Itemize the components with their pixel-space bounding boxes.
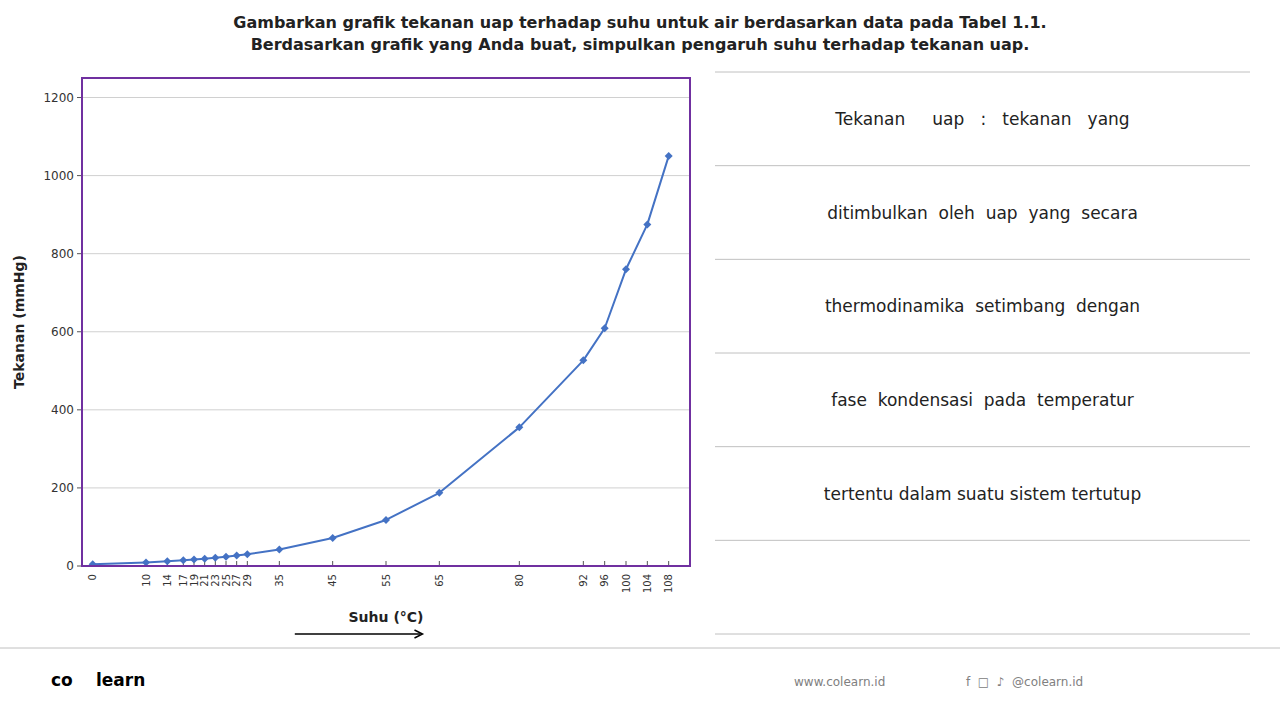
x-tick-label: 0 — [87, 574, 98, 580]
data-point — [142, 558, 150, 566]
data-point — [190, 556, 198, 564]
grid-line — [82, 253, 690, 254]
title: Gambarkan grafik tekanan uap terhadap su… — [233, 13, 1046, 32]
logo-text: learn — [96, 670, 145, 690]
annotation-panel: Tekanan uap : tekanan yang ditimbulkan ol… — [715, 72, 1250, 634]
plot-frame — [82, 78, 690, 566]
logo-text: co — [51, 670, 73, 690]
separator — [715, 634, 1250, 635]
x-tick-label: 55 — [381, 574, 392, 587]
data-point — [275, 546, 283, 554]
x-tick-label: 100 — [621, 574, 632, 593]
x-tick-label: 80 — [514, 574, 525, 587]
separator — [715, 259, 1250, 260]
social-text: f □ ♪ @colearn.id — [966, 675, 1083, 689]
x-tick-label: 65 — [434, 574, 445, 587]
chart-svg: Gambarkan grafik tekanan uap terhadap su… — [0, 0, 1280, 720]
grid-line — [82, 409, 690, 410]
x-tick-label: 108 — [663, 574, 674, 593]
y-axis-label: Tekanan (mmHg) — [11, 255, 27, 389]
grid-line — [82, 175, 690, 176]
background — [0, 0, 1280, 720]
x-axis-label: Suhu (°C) — [349, 609, 424, 625]
x-tick-label: 19 — [189, 574, 200, 587]
y-tick-label: 1200 — [43, 91, 74, 105]
data-point — [329, 534, 337, 542]
annotation: fase kondensasi pada temperatur — [831, 390, 1134, 410]
data-point — [515, 423, 523, 431]
x-tick-label: 104 — [642, 574, 653, 593]
data-point — [163, 557, 171, 565]
series-line — [93, 156, 669, 564]
separator — [715, 446, 1250, 447]
data-point — [643, 220, 651, 228]
x-tick-label: 27 — [231, 574, 242, 587]
grid-line — [82, 97, 690, 98]
y-tick-label: 0 — [66, 559, 74, 573]
subtitle: Berdasarkan grafik yang Anda buat, simpu… — [251, 35, 1030, 54]
decor-arrow-head — [414, 630, 422, 638]
annotation: ditimbulkan oleh uap yang secara — [827, 203, 1138, 223]
data-point — [382, 516, 390, 524]
y-tick-label: 200 — [51, 481, 74, 495]
separator — [715, 353, 1250, 354]
grid — [82, 98, 690, 566]
data-point — [233, 552, 241, 560]
data-point — [579, 356, 587, 364]
data-point — [201, 555, 209, 563]
annotation: Tekanan uap : tekanan yang — [834, 109, 1129, 129]
y-tick-label: 1000 — [43, 169, 74, 183]
y-tick-label: 600 — [51, 325, 74, 339]
x-tick-label: 45 — [327, 574, 338, 587]
data-point — [601, 324, 609, 332]
y-tick-label: 800 — [51, 247, 74, 261]
x-tick-label: 14 — [162, 574, 173, 587]
x-tick-label: 23 — [210, 574, 221, 587]
data-point — [222, 553, 230, 561]
annotation: tertentu dalam suatu sistem tertutup — [824, 484, 1141, 504]
x-tick-label: 17 — [178, 574, 189, 587]
grid-line — [82, 331, 690, 332]
footer: co learn www.colearn.id f □ ♪ @colearn.id — [0, 648, 1280, 690]
x-tick-label: 29 — [242, 574, 253, 587]
data-point — [435, 489, 443, 497]
chart-root: Gambarkan grafik tekanan uap terhadap su… — [0, 0, 1280, 720]
decor-arrow-line — [295, 633, 421, 635]
x-tick-label: 25 — [221, 574, 232, 587]
website-text: www.colearn.id — [794, 675, 885, 689]
x-tick-label: 96 — [599, 574, 610, 587]
annotation: thermodinamika setimbang dengan — [825, 296, 1140, 316]
x-tick-label: 92 — [578, 574, 589, 587]
x-tick-label: 35 — [274, 574, 285, 587]
data-point — [179, 556, 187, 564]
separator — [715, 165, 1250, 166]
data-point — [665, 152, 673, 160]
data-point — [243, 550, 251, 558]
x-tick-label: 21 — [199, 574, 210, 587]
grid-line — [82, 487, 690, 488]
series — [89, 152, 673, 566]
footer-rule — [0, 648, 1280, 649]
separator — [715, 72, 1250, 73]
data-point — [622, 265, 630, 273]
data-point — [211, 554, 219, 562]
y-tick-label: 400 — [51, 403, 74, 417]
separator — [715, 540, 1250, 541]
y-axis: 0 200 400 600 800 1000 1200 — [43, 91, 82, 573]
x-tick-label: 10 — [141, 574, 152, 587]
